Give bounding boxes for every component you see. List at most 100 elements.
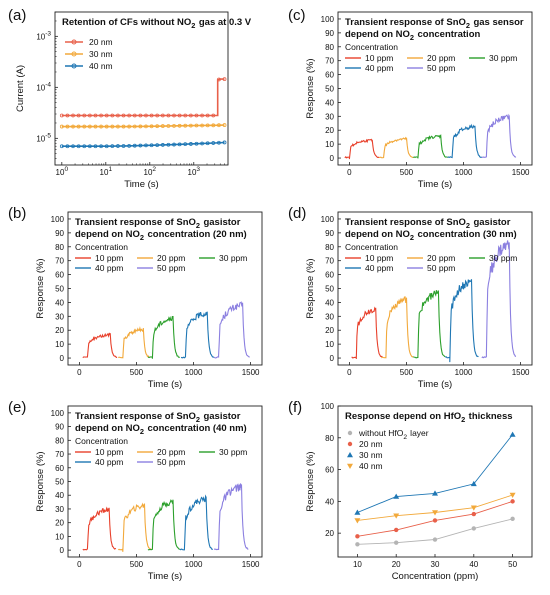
response-curve [213,483,249,551]
data-point [127,143,132,148]
data-point [222,77,227,82]
data-point [116,124,120,129]
data-point [160,124,165,128]
data-point [177,123,182,128]
y-tick-label: 30 [325,112,334,121]
plot-data [82,483,249,552]
data-point [183,142,188,147]
panel-b: (b) 0 500 1000 1500 0 10 20 30 40 50 60 70 80 90 100 Tim… [8,205,263,390]
response-curve [180,311,215,359]
data-point [510,499,515,504]
data-point [355,542,360,547]
legend-label: 20 ppm [157,253,185,263]
y-tick-label: 0 [60,354,65,363]
data-point [110,124,115,129]
data-point [200,141,204,146]
legend-label: 50 ppm [157,457,185,467]
data-point [110,113,115,118]
x-tick-label: 1000 [455,368,473,377]
data-point [211,141,216,145]
x-tick-label: 500 [130,368,144,377]
data-point [432,490,438,496]
data-point [217,123,221,128]
response-curve [413,134,448,159]
legend-label: without HfO2 layer [358,428,429,441]
y-tick-label: 90 [55,229,64,238]
data-point [138,124,143,129]
data-point [65,124,70,129]
data-point [394,527,399,533]
x-tick-label: 1000 [185,368,203,377]
y-tick-label: 10 [325,340,334,349]
data-point [144,143,148,148]
data-point [71,113,75,118]
y-tick-label: 60 [55,271,64,280]
panel-d: (d) 0 500 1000 1500 0 10 20 30 40 50 60 70 80 90 100 Tim… [288,205,533,390]
y-tick-label: 50 [325,285,334,294]
x-tick-label: 0 [347,368,352,377]
data-point [121,144,126,148]
data-point [93,124,98,129]
data-point [172,142,176,147]
panel-f: (f) 10 20 30 40 50 20 40 60 80 100 Concentration (p… [288,399,533,582]
x-tick-label: 1500 [242,560,260,569]
x-axis-label: Concentration (ppm) [392,571,479,582]
data-point [211,123,216,128]
x-tick-label: 102 [144,166,157,177]
legend-marker [347,430,353,436]
chart-title: Transient response of SnO2 gasistor [75,411,241,424]
data-point [104,124,109,129]
data-point [65,144,70,149]
series-line [61,141,225,147]
x-tick-label: 500 [130,560,144,569]
y-tick-label: 0 [330,154,335,163]
data-point [470,480,477,487]
plot-data [354,431,516,547]
series-line [61,78,225,117]
y-tick-label: 50 [325,85,334,94]
data-point [104,113,109,118]
data-point [166,142,171,147]
legend-label: 40 ppm [95,263,123,273]
y-tick-label: 20 [55,326,64,335]
legend-label: 20 ppm [427,253,455,263]
data-point [76,124,81,129]
data-point [155,113,160,118]
y-tick-label: 90 [325,29,334,38]
response-curve [481,113,517,158]
y-tick-label: 70 [325,57,334,66]
data-point [121,124,126,129]
data-point [177,142,182,147]
data-point [194,113,199,118]
x-tick-label: 10 [353,560,362,569]
data-point [211,113,216,118]
data-point [132,143,137,148]
y-axis-label: Response (%) [305,258,316,318]
y-tick-label: 20 [55,519,64,528]
data-point [127,113,132,118]
legend-label: 10 ppm [365,53,393,63]
response-curve [413,290,446,359]
panel-a: (a) 100 101 102 103 10-5 10-4 10-3 Time (s) Curre… [8,7,252,190]
legend-marker [347,452,353,458]
data-point [222,123,227,127]
data-point [470,505,477,511]
legend-label: 40 nm [89,61,113,71]
x-tick-label: 103 [188,166,201,177]
data-point [149,113,154,118]
data-point [471,526,476,531]
legend-label: 30 ppm [489,253,517,263]
data-point [82,124,87,129]
data-point [188,142,193,146]
data-point [59,124,64,129]
data-point [110,144,115,149]
y-tick-label: 70 [55,257,64,266]
panel-e: (e) 0 500 1000 1500 0 10 20 30 40 50 60 70 80 90 100 Tim… [8,399,263,582]
legend-title: Concentration [75,436,128,446]
data-point [393,493,400,499]
data-point [99,113,103,118]
data-point [354,509,361,515]
y-axis-label: Response (%) [305,451,316,511]
y-tick-label: 40 [325,98,334,107]
x-tick-label: 1500 [512,368,530,377]
